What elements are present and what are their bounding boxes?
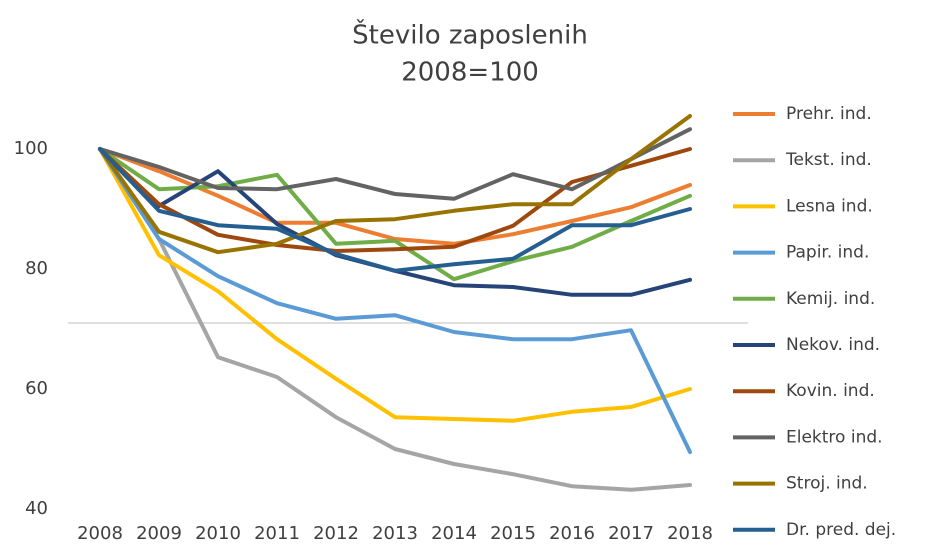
y-tick-label: 40 <box>25 498 48 519</box>
legend-label: Nekov. ind. <box>786 335 880 355</box>
series-line <box>98 147 692 253</box>
x-tick-label: 2011 <box>254 523 300 544</box>
legend-label: Lesna ind. <box>786 196 873 216</box>
x-tick-label: 2016 <box>549 523 595 544</box>
x-tick-label: 2017 <box>608 523 654 544</box>
chart-title: Število zaposlenih <box>352 19 588 51</box>
x-tick-label: 2009 <box>136 523 182 544</box>
series-line <box>98 114 692 255</box>
series-line <box>98 147 692 492</box>
legend-label: Dr. pred. dej. <box>786 520 896 540</box>
x-tick-label: 2014 <box>431 523 477 544</box>
series-line <box>98 147 692 246</box>
chart-subtitle: 2008=100 <box>401 58 539 88</box>
series-line <box>98 147 692 423</box>
legend-label: Papir. ind. <box>786 243 869 263</box>
legend-label: Tekst. ind. <box>785 150 872 170</box>
y-tick-label: 60 <box>25 378 48 399</box>
series-line <box>98 147 692 282</box>
legend-label: Stroj. ind. <box>786 474 868 494</box>
x-tick-label: 2013 <box>372 523 418 544</box>
legend-label: Elektro ind. <box>786 427 883 447</box>
x-tick-label: 2010 <box>195 523 241 544</box>
y-tick-label: 80 <box>25 258 48 279</box>
series-line <box>98 127 692 201</box>
legend-label: Prehr. ind. <box>786 104 872 124</box>
x-tick-label: 2018 <box>667 523 713 544</box>
x-tick-label: 2012 <box>313 523 359 544</box>
series-line <box>98 147 692 454</box>
x-tick-label: 2015 <box>490 523 536 544</box>
y-tick-label: 100 <box>14 138 48 159</box>
legend-label: Kemij. ind. <box>786 289 875 309</box>
x-tick-label: 2008 <box>77 523 123 544</box>
series-line <box>98 147 692 273</box>
legend-label: Kovin. ind. <box>786 381 875 401</box>
